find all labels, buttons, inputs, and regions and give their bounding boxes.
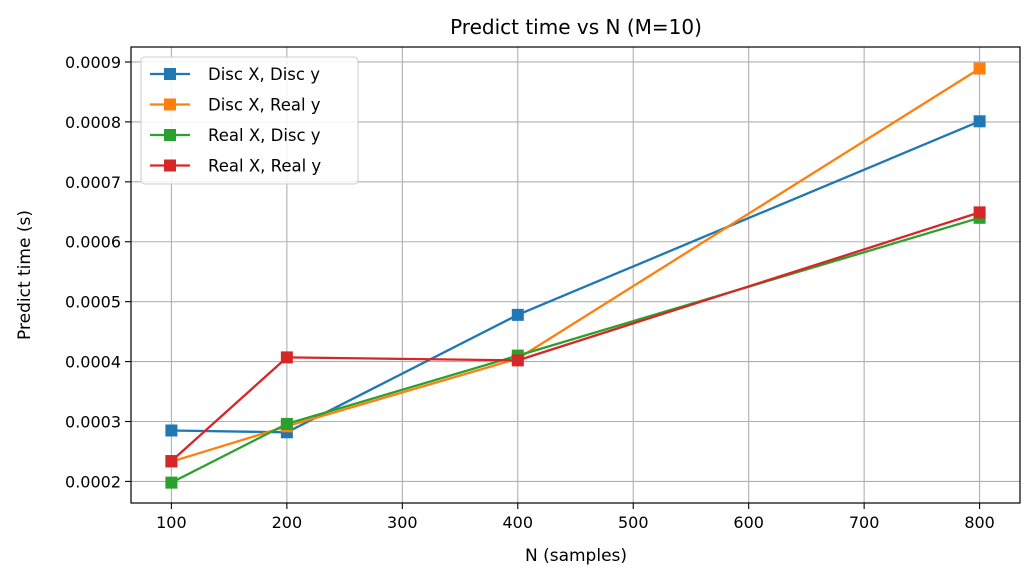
y-tick-label: 0.0005 [65, 293, 121, 312]
legend: Disc X, Disc y Disc X, Real y Real X, Disc… [140, 56, 359, 185]
data-point [973, 62, 986, 75]
legend-box [140, 56, 359, 185]
legend-swatch-marker [164, 159, 176, 172]
data-point [973, 206, 986, 219]
grid [131, 47, 1020, 503]
legend-label: Disc X, Real y [208, 96, 321, 115]
series-line [171, 120, 981, 434]
x-tick-label: 700 [849, 513, 880, 532]
series-line [170, 216, 980, 484]
data-point [511, 308, 524, 321]
legend-item: Real X, Disc y [150, 126, 321, 145]
y-tick-label: 0.0006 [65, 233, 121, 252]
x-tick-label: 800 [964, 513, 995, 532]
x-tick-label: 300 [387, 513, 418, 532]
data-point [165, 476, 178, 489]
y-tick-label: 0.0002 [65, 472, 121, 491]
x-tick-label: 100 [156, 513, 187, 532]
legend-item: Disc X, Real y [150, 96, 321, 115]
data-point [165, 424, 178, 437]
data-point [973, 115, 986, 128]
series-line [171, 67, 981, 463]
x-tick-label: 600 [733, 513, 764, 532]
series-layer [165, 62, 986, 489]
y-tick-label: 0.0004 [65, 353, 121, 372]
legend-label: Real X, Real y [208, 157, 321, 176]
series-4 [165, 206, 986, 468]
data-point [511, 354, 524, 367]
x-tick-label: 500 [618, 513, 649, 532]
y-tick-label: 0.0009 [65, 53, 121, 72]
series-1 [165, 115, 986, 439]
legend-swatch-marker [164, 129, 176, 141]
legend-swatch-marker [164, 98, 176, 111]
y-tick-label: 0.0003 [65, 413, 121, 432]
data-point [165, 455, 178, 468]
legend-label: Disc X, Disc y [208, 65, 320, 84]
legend-swatch-marker [164, 68, 176, 80]
y-tick-label: 0.0008 [65, 113, 121, 132]
legend-item: Real X, Real y [150, 157, 321, 176]
x-tick-label: 200 [272, 513, 303, 532]
legend-item: Disc X, Disc y [150, 65, 320, 84]
legend-label: Real X, Disc y [208, 126, 321, 145]
chart-title: Predict time vs N (M=10) [450, 15, 702, 39]
y-axis-label: Predict time (s) [15, 210, 35, 340]
series-line [170, 211, 980, 462]
y-tick-label: 0.0007 [65, 173, 121, 192]
data-point [280, 351, 293, 364]
x-axis-label: N (samples) [525, 546, 627, 566]
x-tick-label: 400 [502, 513, 533, 532]
ticks: 100 200 300 400 500 600 700 800 0.0002 0.0003 0.00… [65, 53, 995, 532]
series-3 [165, 211, 986, 489]
plot-frame [130, 46, 1021, 504]
data-point [280, 417, 293, 430]
